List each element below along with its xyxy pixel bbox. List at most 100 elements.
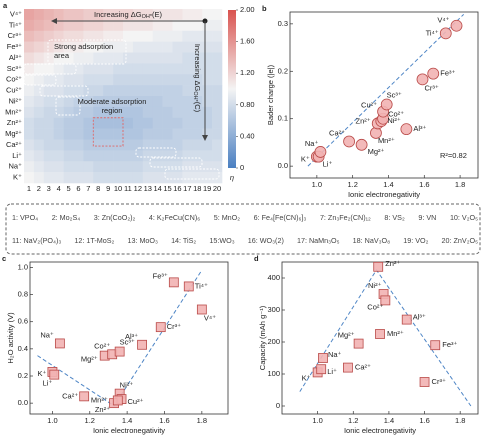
heat-cell (103, 85, 114, 97)
heat-cell (123, 74, 134, 86)
heat-cell (113, 150, 124, 162)
heat-cell (152, 41, 163, 53)
heat-cell (162, 30, 173, 42)
heat-cell (142, 161, 153, 173)
point-label: Na⁺ (328, 350, 342, 359)
column-label: 3 (47, 184, 51, 193)
x-tick-label: 1.0 (47, 416, 57, 425)
heat-cell (172, 150, 183, 162)
heat-cell (202, 96, 213, 108)
heat-cell (24, 172, 35, 184)
heat-cell (73, 74, 84, 86)
legend-item: 11: NaV₂(PO₄)₃ (12, 236, 61, 245)
row-label: Li⁺ (12, 151, 22, 160)
x-tick-label: 1.6 (419, 416, 429, 425)
row-label: Ni²⁺ (8, 96, 22, 105)
heat-cell (103, 9, 114, 21)
column-label: 1 (27, 184, 31, 193)
point (401, 314, 412, 325)
panel-label: a (3, 1, 8, 10)
heat-cell (142, 41, 153, 53)
heat-cell (103, 52, 114, 64)
heat-cell (162, 63, 173, 75)
heat-cell (93, 96, 104, 108)
column-label: 10 (114, 184, 122, 193)
point (318, 353, 328, 363)
legend-item: 3: Zn(CoO₂)₂ (94, 213, 136, 222)
heat-cell (132, 63, 144, 75)
point-label: Cr³⁺ (432, 377, 446, 386)
point-label: Fe³⁺ (440, 69, 455, 78)
point-label: Co²⁺ (94, 341, 110, 350)
point (400, 123, 413, 136)
heat-cell (202, 85, 213, 97)
heat-cell (103, 106, 114, 119)
legend-item: 20: ZnV₂O₅ (442, 236, 479, 245)
y-tick-label: 0.1 (278, 114, 288, 123)
heat-cell (202, 41, 213, 53)
heat-cell (142, 150, 153, 162)
y-tick-label: 0 (276, 401, 280, 410)
heat-cell (33, 150, 45, 162)
heat-cell (83, 117, 94, 129)
point-label: Ti⁴⁺ (195, 281, 208, 290)
heat-cell (63, 74, 74, 86)
row-label: Fe³⁺ (7, 42, 22, 51)
column-label: 9 (106, 184, 110, 193)
point-label: Ni²⁺ (387, 116, 401, 125)
point-label: Ni²⁺ (368, 281, 382, 290)
heat-cell (103, 161, 114, 173)
heat-cell (182, 63, 193, 75)
point (343, 362, 353, 373)
x-tick-label: 1.2 (85, 416, 95, 425)
heat-cell (132, 41, 144, 53)
heat-cell (93, 172, 104, 184)
legend-item: 19: VO₂ (403, 236, 428, 245)
legend-box (5, 203, 481, 255)
heat-cell (192, 74, 203, 86)
point-label: Ca²⁺ (355, 363, 371, 372)
heat-cell (152, 74, 163, 86)
heat-cell (152, 139, 163, 151)
heat-cell (172, 117, 183, 129)
row-label: K⁺ (13, 173, 22, 182)
heat-cell (53, 41, 64, 53)
point (427, 67, 440, 80)
heat-cell (83, 85, 94, 97)
heat-cell (93, 128, 104, 140)
heat-cell (33, 41, 45, 53)
point-label: Ni²⁺ (120, 381, 134, 390)
heat-cell (123, 85, 134, 97)
heat-cell (93, 52, 104, 64)
heat-cell (152, 117, 163, 129)
row-label: Ca²⁺ (6, 140, 22, 149)
point-label: K⁺ (302, 373, 311, 382)
heat-cell (202, 150, 213, 162)
annotation: R²=0.82 (440, 151, 467, 160)
heat-cell (24, 161, 35, 173)
heat-cell (192, 9, 203, 21)
heat-cell (162, 96, 173, 108)
heat-cell (132, 52, 144, 64)
heat-cell (172, 161, 183, 173)
heat-cell (142, 117, 153, 129)
heat-cell (33, 74, 45, 86)
heat-cell (172, 63, 183, 75)
y-tick-label: 0.2 (278, 66, 288, 75)
heat-cell (24, 19, 35, 32)
point-label: Mn²⁺ (378, 136, 395, 145)
heat-cell (73, 128, 84, 140)
heat-cell (152, 106, 163, 119)
legend-item: 10: V₂O₅ (450, 213, 478, 222)
heat-cell (182, 85, 193, 97)
plot-frame (29, 261, 229, 415)
point-label: K⁺ (37, 369, 46, 378)
heat-cell (63, 139, 74, 151)
point (316, 364, 327, 375)
heat-cell (152, 9, 163, 21)
column-label: 16 (173, 184, 181, 193)
x-tick-label: 1.0 (312, 416, 322, 425)
point-label: Fe³⁺ (153, 271, 168, 280)
heat-cell (43, 52, 54, 64)
heat-cell (113, 106, 124, 119)
